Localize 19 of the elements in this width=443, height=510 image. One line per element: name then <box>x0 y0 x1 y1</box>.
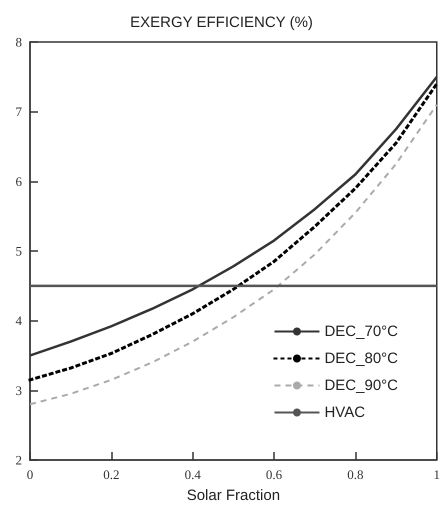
x-tick-label: 0.8 <box>347 467 364 482</box>
x-tick-label: 0.6 <box>266 467 283 482</box>
legend-label: HVAC <box>324 404 366 421</box>
y-tick-label: 6 <box>16 174 22 189</box>
y-tick-label: 7 <box>16 104 22 120</box>
chart-title: EXERGY EFFICIENCY (%) <box>130 14 313 31</box>
legend-label: DEC_80°C <box>324 350 398 367</box>
legend-label: DEC_90°C <box>324 377 398 394</box>
y-tick-label: 4 <box>16 313 22 328</box>
y-tick-label: 5 <box>16 244 22 258</box>
y-tick-label: 3 <box>16 382 22 398</box>
legend-label: DEC_70°C <box>324 323 398 340</box>
x-axis-title: Solar Fraction <box>186 487 280 504</box>
x-tick-label: 1 <box>434 467 440 482</box>
x-tick-label: 0.4 <box>184 467 202 482</box>
x-tick-label: 0.2 <box>103 467 120 482</box>
y-tick-label: 2 <box>16 452 22 468</box>
x-tick-label: 0 <box>26 467 34 482</box>
y-tick-label: 8 <box>16 34 22 50</box>
